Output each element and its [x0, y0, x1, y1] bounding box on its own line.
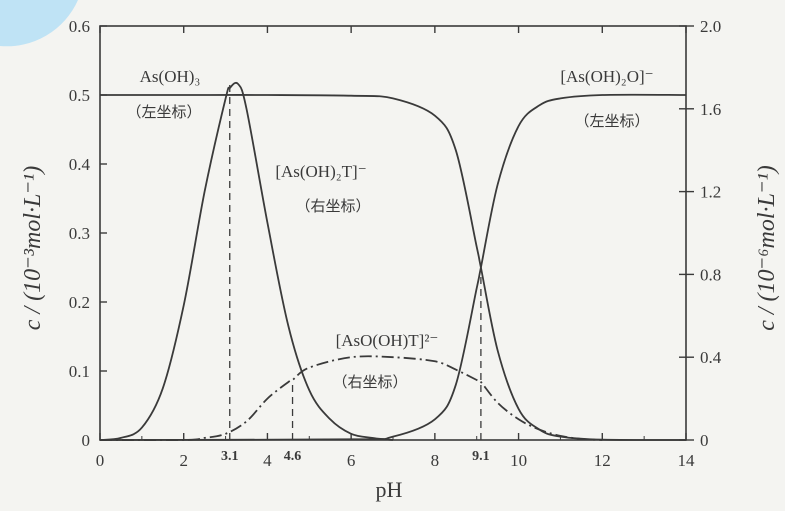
- x-tick-label: 10: [510, 451, 527, 470]
- annotation-as-oh2t: [As(OH)₂T]⁻: [275, 162, 366, 181]
- y-left-tick-label: 0.4: [69, 155, 91, 174]
- curve-aso-oht: [99, 355, 603, 442]
- x-tick-label: 14: [678, 451, 696, 470]
- y-right-tick-label: 0.8: [700, 265, 721, 284]
- curve-as-oh2t: [99, 81, 394, 441]
- axis-ticks: 0 2 4 6 8 10 12 1400.10.20.30.40.50.600.40.81.2…: [69, 17, 722, 470]
- y-right-tick-label: 1.2: [700, 183, 721, 202]
- y-left-tick-label: 0.3: [69, 224, 90, 243]
- y-left-tick-label: 0.6: [69, 17, 90, 36]
- annotation-aso-oht-axis: （右坐标）: [332, 374, 407, 391]
- curves: [99, 81, 687, 442]
- x-tick-label: 2: [179, 451, 188, 470]
- annotation-as-oh3-axis: （左坐标）: [126, 104, 201, 121]
- marked-x-label: 9.1: [472, 449, 490, 464]
- y-left-tick-label: 0.2: [69, 293, 90, 312]
- y-right-tick-label: 1.6: [700, 100, 721, 119]
- x-tick-label: 0: [96, 451, 105, 470]
- x-tick-label: 6: [347, 451, 356, 470]
- y-left-tick-label: 0: [82, 431, 91, 450]
- annotation-as-oh2t-axis: （右坐标）: [295, 198, 370, 215]
- guide-lines: 3.1 4.6 9.1: [221, 82, 490, 464]
- x-tick-label: 8: [431, 451, 440, 470]
- corner-accent-shape: [0, 0, 78, 47]
- y-axis-right-title: c / (10⁻⁶mol·L⁻¹): [754, 165, 780, 331]
- y-left-tick-label: 0.1: [69, 362, 90, 381]
- annotation-as-oh3: As(OH)₃: [140, 67, 201, 86]
- y-right-tick-label: 0.4: [700, 348, 722, 367]
- annotation-as-oh2o: [As(OH)₂O]⁻: [560, 67, 653, 86]
- annotation-as-oh2o-axis: （左坐标）: [574, 113, 649, 130]
- annotation-aso-oht: [AsO(OH)T]²⁻: [336, 331, 439, 350]
- marked-x-label: 3.1: [221, 449, 239, 464]
- x-tick-label: 12: [594, 451, 611, 470]
- y-right-tick-label: 0: [700, 431, 709, 450]
- y-right-tick-label: 2.0: [700, 17, 721, 36]
- marked-x-label: 4.6: [284, 449, 302, 464]
- x-axis-title: pH: [376, 477, 403, 502]
- curve-as-oh3: [99, 94, 687, 441]
- y-left-tick-label: 0.5: [69, 86, 90, 105]
- y-axis-left-title: c / (10⁻³mol·L⁻¹): [20, 166, 46, 330]
- x-tick-label: 4: [263, 451, 272, 470]
